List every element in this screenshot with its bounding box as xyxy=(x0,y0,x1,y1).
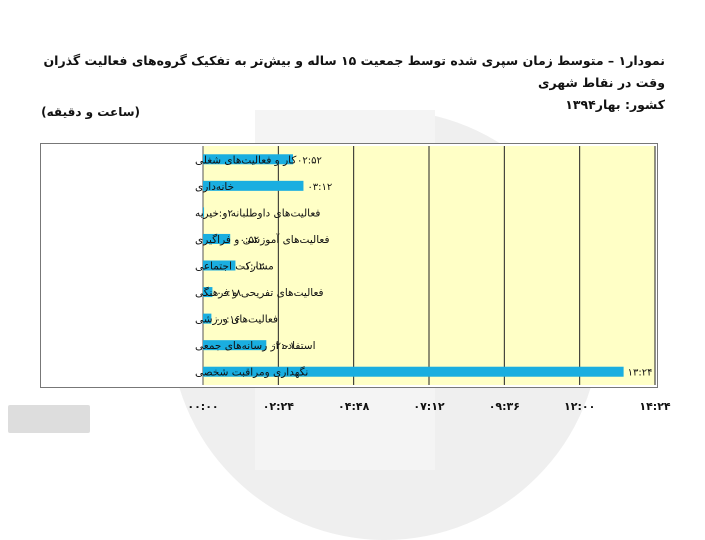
bar xyxy=(203,180,304,191)
chart-title: نمودار۱ – متوسط زمان سپری شده توسط جمعیت… xyxy=(25,50,665,116)
data-label: ۰۲:۵۲ xyxy=(297,155,322,166)
x-tick-label: ۰۹:۳۶ xyxy=(488,400,520,413)
x-tick-label: ۱۴:۲۴ xyxy=(639,400,671,413)
x-tick-label: ۰۰:۰۰ xyxy=(187,400,219,413)
category-label: خانه‌داری xyxy=(195,181,234,193)
bar xyxy=(203,233,231,244)
category-label: فعالیت‌های داوطلبانه و خیریه xyxy=(195,207,320,219)
category-label: کار و فعالیت‌های شغلی xyxy=(195,154,296,166)
bar xyxy=(203,366,624,377)
data-label: ۰۱:۰۲ xyxy=(239,262,264,273)
data-label: ۰۳:۱۲ xyxy=(307,182,332,193)
unit-label: (ساعت و دقیقه) xyxy=(41,105,140,119)
data-label: ۰۰:۱۶ xyxy=(215,315,240,326)
category-label: استفاده از رسانه‌های جمعی xyxy=(195,340,316,352)
bar xyxy=(203,154,293,165)
x-tick-label: ۰۲:۲۴ xyxy=(262,400,294,413)
data-label: ۰۲:۰۱ xyxy=(270,341,295,352)
x-tick-label: ۰۷:۱۲ xyxy=(413,400,445,413)
bar xyxy=(203,260,236,271)
chart-title-line-2: کشور: بهار۱۳۹۴ xyxy=(565,97,665,112)
category-label: نگهداری ومراقبت شخصی xyxy=(195,366,308,379)
category-label: فعالیت‌های تفریحی و فرهنگی xyxy=(195,286,324,299)
bar xyxy=(203,287,213,298)
data-label: ۱۳:۲۴ xyxy=(628,368,653,379)
chart-frame: ۰۲:۵۲ کار و فعالیت‌های شغلی ۰۳:۱۲ خانه‌داری… xyxy=(40,143,658,388)
bar xyxy=(203,340,267,351)
category-label: فعالیت‌های ورزشی xyxy=(195,314,278,326)
data-label: ۰۰:۵۲ xyxy=(234,235,259,246)
data-label: ۰۰:۱۸ xyxy=(216,288,241,299)
x-tick-label: ۱۲:۰۰ xyxy=(564,400,596,413)
data-label: ۰۰:۰۲ xyxy=(208,208,233,219)
category-label: مشارکت اجتماعی xyxy=(195,261,274,273)
category-label: فعالیت‌های آموزشی و فراگیری xyxy=(195,233,330,246)
chart-title-line-1: نمودار۱ – متوسط زمان سپری شده توسط جمعیت… xyxy=(43,53,665,90)
bar xyxy=(203,313,212,324)
news-site-logo-icon xyxy=(8,405,90,433)
bar xyxy=(203,207,205,218)
x-tick-label: ۰۴:۴۸ xyxy=(338,400,370,413)
